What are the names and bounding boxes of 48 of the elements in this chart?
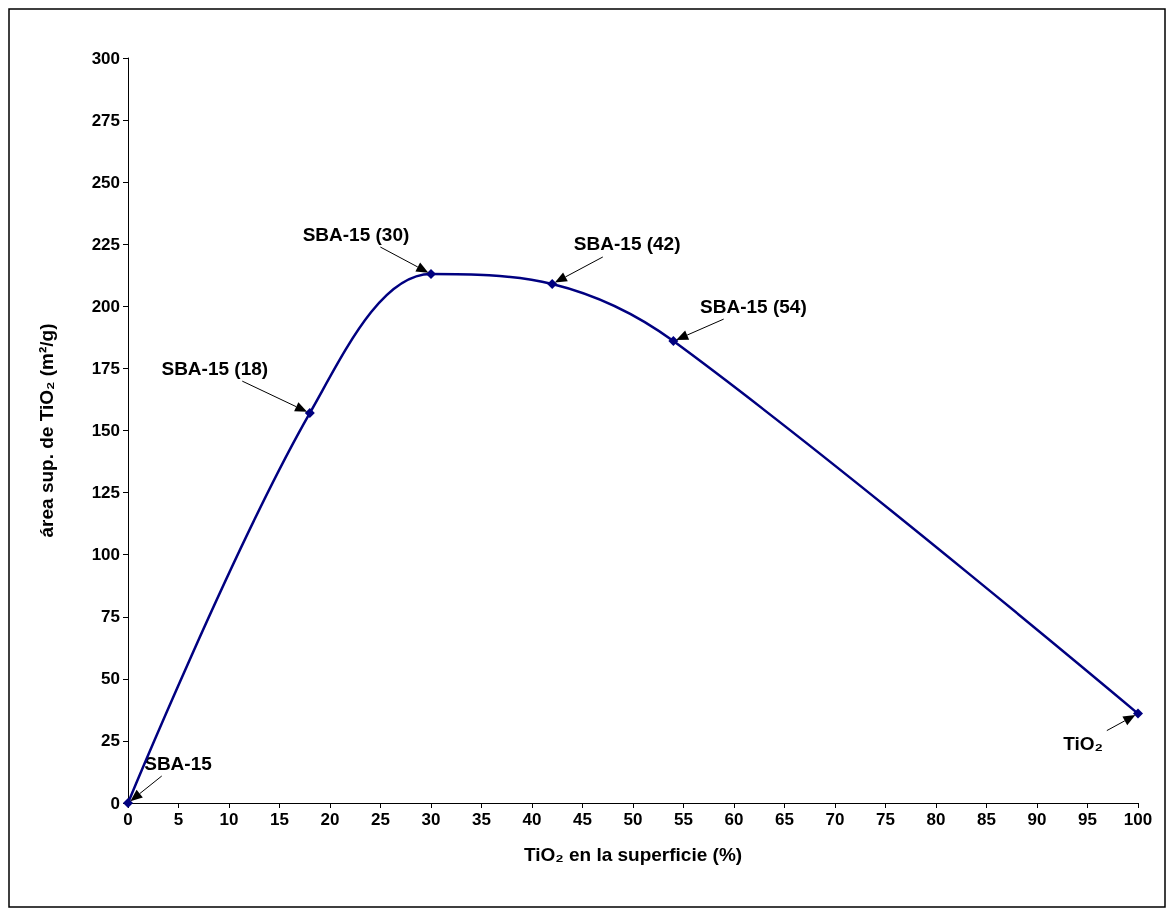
x-tick-label: 95: [1078, 810, 1097, 829]
annotation: SBA-15 (30): [302, 223, 410, 245]
y-tick-label: 0: [110, 793, 120, 813]
point: [123, 798, 133, 808]
x-tick-label: 20: [320, 810, 340, 829]
y-axis-title: área sup. de TiO₂ (m²/g): [36, 323, 57, 538]
x-tick-label: 5: [173, 810, 184, 829]
point: [1133, 708, 1143, 719]
x-tick-label: 90: [1027, 810, 1047, 829]
annotation: SBA-15 (54): [700, 295, 807, 317]
x-axis-title: TiO₂ en la superficie (%): [523, 844, 743, 865]
y-tick-label: 150: [91, 421, 120, 440]
y-tick-label: 200: [91, 296, 120, 316]
y-tick-label: 175: [91, 358, 120, 378]
annotation: SBA-15 (42): [573, 233, 681, 255]
x-tick-label: 65: [775, 810, 794, 829]
x-tick-label: 75: [876, 810, 895, 829]
x-tick-label: 50: [623, 810, 643, 829]
x-tick-label: 0: [123, 810, 133, 829]
x-tick-label: 10: [219, 810, 239, 829]
x-tick-label: 15: [270, 810, 289, 829]
y-tick-label: 225: [91, 234, 120, 254]
x-tick-label: 25: [371, 810, 390, 829]
annotation: SBA-15: [144, 752, 213, 774]
x-tick-label: 30: [421, 810, 441, 829]
x-tick-label: 40: [522, 810, 542, 829]
y-tick-label: 100: [91, 545, 120, 565]
x-tick-label: 80: [926, 810, 946, 829]
point: [304, 408, 315, 419]
x-tick-label: 85: [977, 810, 996, 829]
x-tick-label: 45: [573, 810, 592, 829]
y-tick-label: 50: [101, 669, 120, 689]
y-tick-label: 275: [91, 110, 120, 130]
point: [426, 269, 436, 280]
y-tick-label: 250: [91, 172, 120, 192]
annotation: SBA-15 (18): [161, 357, 269, 379]
x-tick-label: 55: [674, 810, 693, 829]
x-tick-label: 35: [472, 810, 491, 829]
y-tick-label: 75: [101, 607, 120, 627]
point: [668, 336, 679, 347]
x-tick-label: 100: [1123, 810, 1153, 829]
y-tick-label: 125: [91, 483, 120, 503]
annotation: TiO₂: [1063, 733, 1103, 755]
y-tick-label: 300: [91, 48, 120, 68]
x-tick-label: 70: [825, 810, 845, 829]
y-tick-label: 25: [101, 731, 120, 751]
point: [547, 278, 558, 289]
x-tick-label: 60: [724, 810, 744, 829]
